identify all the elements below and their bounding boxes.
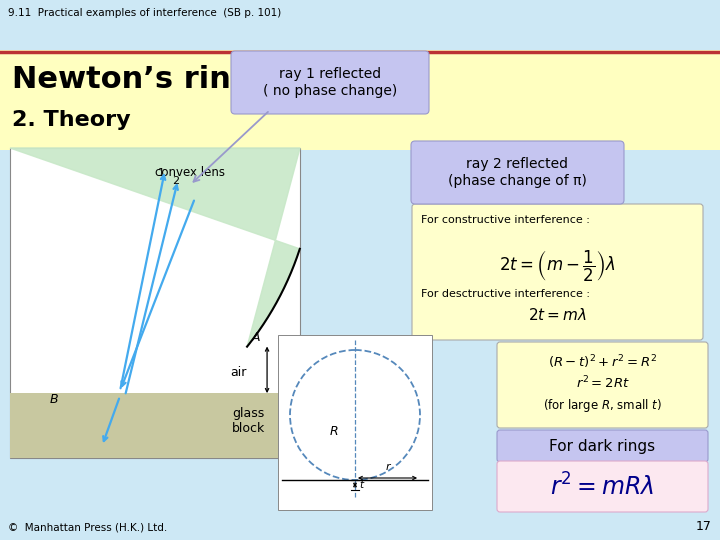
Text: 2: 2 bbox=[172, 176, 179, 186]
Text: A: A bbox=[252, 330, 261, 343]
Text: convex lens: convex lens bbox=[155, 166, 225, 179]
Text: $2t = \left(m - \dfrac{1}{2}\right)\lambda$: $2t = \left(m - \dfrac{1}{2}\right)\lamb… bbox=[500, 249, 616, 284]
Text: 17: 17 bbox=[696, 520, 712, 533]
Text: air: air bbox=[230, 366, 246, 379]
Text: For dark rings: For dark rings bbox=[549, 438, 656, 454]
Text: 2. Theory: 2. Theory bbox=[12, 110, 130, 130]
Polygon shape bbox=[10, 148, 300, 347]
FancyBboxPatch shape bbox=[411, 141, 624, 204]
Text: 9.11  Practical examples of interference  (SB p. 101): 9.11 Practical examples of interference … bbox=[8, 8, 282, 18]
FancyBboxPatch shape bbox=[497, 342, 708, 428]
Text: For desctructive interference :: For desctructive interference : bbox=[421, 289, 590, 299]
Text: glass
block: glass block bbox=[232, 407, 265, 435]
Text: ©  Manhattan Press (H.K.) Ltd.: © Manhattan Press (H.K.) Ltd. bbox=[8, 523, 167, 533]
Text: Newton’s ring: Newton’s ring bbox=[12, 65, 253, 94]
Text: $2t = m\lambda$: $2t = m\lambda$ bbox=[528, 307, 587, 323]
Text: R: R bbox=[330, 425, 338, 438]
FancyBboxPatch shape bbox=[497, 430, 708, 462]
Text: $r^2 = mR\lambda$: $r^2 = mR\lambda$ bbox=[551, 473, 654, 500]
Bar bbox=[0, 50, 720, 150]
FancyBboxPatch shape bbox=[497, 461, 708, 512]
Text: 1: 1 bbox=[158, 168, 165, 178]
Text: $r^2 = 2Rt$: $r^2 = 2Rt$ bbox=[575, 375, 629, 392]
Bar bbox=[10, 393, 300, 458]
FancyBboxPatch shape bbox=[231, 51, 429, 114]
Text: B: B bbox=[50, 393, 58, 406]
Text: t: t bbox=[359, 480, 363, 490]
Text: ray 1 reflected
( no phase change): ray 1 reflected ( no phase change) bbox=[263, 68, 397, 98]
Text: r: r bbox=[385, 462, 390, 472]
Text: $(R-t)^2 + r^2 = R^2$: $(R-t)^2 + r^2 = R^2$ bbox=[548, 353, 657, 370]
Text: (for large $R$, small $t$): (for large $R$, small $t$) bbox=[543, 397, 662, 414]
Text: ray 2 reflected
(phase change of π): ray 2 reflected (phase change of π) bbox=[448, 157, 587, 187]
Bar bbox=[10, 148, 300, 458]
Bar bbox=[278, 335, 432, 510]
Text: For constructive interference :: For constructive interference : bbox=[421, 215, 590, 225]
FancyBboxPatch shape bbox=[412, 204, 703, 340]
